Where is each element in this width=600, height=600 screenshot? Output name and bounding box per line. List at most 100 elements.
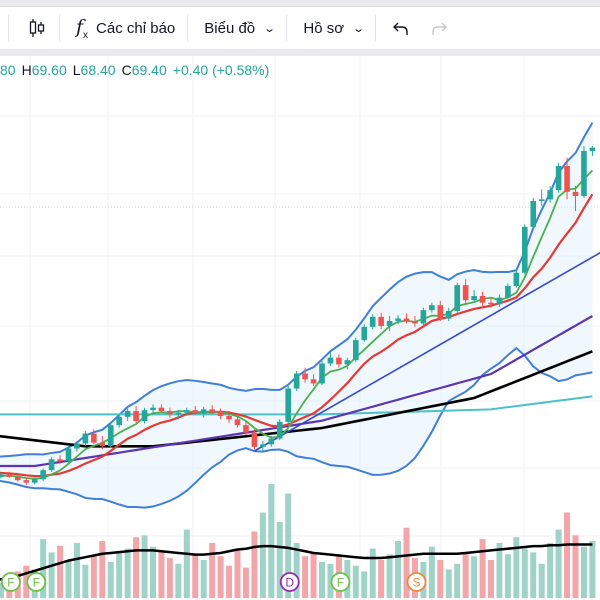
volume-bar bbox=[361, 571, 368, 598]
candle-body bbox=[488, 302, 494, 305]
chart-type-button[interactable] bbox=[9, 11, 59, 45]
volume-bar bbox=[251, 531, 258, 598]
redo-button[interactable] bbox=[422, 11, 456, 45]
volume-bar bbox=[352, 565, 359, 598]
candle-body bbox=[302, 373, 308, 380]
chevron-down-icon: ⌄ bbox=[352, 22, 366, 35]
ohlc-legend: 80 H69.60 L68.40 C69.40 +0.40 (+0.58%) bbox=[0, 62, 269, 78]
candle-body bbox=[581, 151, 587, 196]
volume-bar bbox=[73, 542, 80, 598]
candle-body bbox=[361, 326, 368, 341]
candle-body bbox=[445, 311, 452, 319]
candle-body bbox=[268, 438, 275, 445]
candle-body bbox=[555, 166, 562, 191]
volume-bar bbox=[116, 552, 123, 598]
volume-bar bbox=[293, 542, 300, 598]
candle-body bbox=[200, 409, 207, 414]
volume-bar bbox=[496, 542, 503, 598]
toolbar-divider bbox=[8, 15, 9, 41]
volume-bar bbox=[166, 558, 173, 598]
fx-icon: fx bbox=[76, 15, 89, 41]
volume-bar bbox=[504, 554, 511, 598]
indicators-button[interactable]: fx Các chỉ báo bbox=[60, 11, 187, 45]
toolbar-divider bbox=[286, 15, 288, 41]
volume-bar bbox=[310, 552, 317, 598]
candle-body bbox=[522, 226, 528, 273]
candle-body bbox=[589, 147, 596, 151]
volume-bar bbox=[234, 550, 241, 598]
event-circle bbox=[0, 572, 21, 592]
candle-body bbox=[234, 419, 241, 426]
volume-bar bbox=[90, 556, 97, 598]
volume-bar bbox=[437, 560, 444, 598]
volume-bar bbox=[209, 542, 216, 598]
event-marker-f: F bbox=[330, 572, 351, 592]
candle-body bbox=[538, 199, 545, 201]
candle-body bbox=[336, 357, 342, 365]
event-marker-f: F bbox=[26, 572, 47, 592]
candle-body bbox=[420, 310, 427, 324]
volume-bar bbox=[285, 493, 292, 598]
candle-body bbox=[243, 425, 249, 433]
bollinger-band bbox=[0, 122, 594, 509]
volume-bar bbox=[0, 582, 4, 598]
volume-bar bbox=[538, 563, 545, 598]
volume-bar bbox=[521, 548, 528, 598]
candle-body bbox=[251, 432, 258, 447]
candle-body bbox=[107, 425, 114, 446]
candle-body bbox=[462, 285, 469, 301]
event-circle bbox=[279, 572, 300, 592]
undo-button[interactable] bbox=[376, 11, 422, 45]
volume-bar bbox=[141, 535, 148, 598]
ohlc-close-value: 69.40 bbox=[131, 62, 167, 78]
grid-lines bbox=[0, 56, 600, 600]
candle-body bbox=[547, 190, 553, 200]
volume-bar bbox=[302, 556, 309, 598]
event-circle bbox=[26, 572, 47, 592]
event-label: D bbox=[285, 576, 294, 590]
candle-body bbox=[209, 409, 215, 412]
ohlc-high-label: H bbox=[21, 62, 32, 78]
candle-body bbox=[192, 410, 199, 414]
candle-body bbox=[429, 305, 435, 311]
volume-bar bbox=[268, 484, 275, 598]
event-circle bbox=[330, 572, 351, 592]
volume-bar bbox=[471, 556, 478, 598]
volume-bar bbox=[192, 554, 199, 598]
chart-menu-button[interactable]: Biểu đồ ⌄ bbox=[188, 11, 286, 45]
bollinger-lower bbox=[0, 346, 593, 509]
candle-body bbox=[116, 416, 122, 426]
volume-bar bbox=[462, 552, 469, 598]
window-top-strip bbox=[0, 0, 600, 7]
volume-bar bbox=[378, 560, 385, 598]
candle-body bbox=[310, 379, 317, 384]
volume-bar bbox=[488, 560, 494, 598]
candle-body bbox=[412, 321, 418, 324]
toolbar-divider bbox=[187, 15, 189, 41]
trendline bbox=[254, 251, 600, 452]
candle-body bbox=[15, 476, 21, 481]
volume-bar bbox=[395, 541, 402, 598]
candle-body bbox=[150, 407, 156, 411]
candle-body bbox=[403, 318, 410, 321]
candle-body bbox=[124, 411, 131, 417]
candle-body bbox=[319, 363, 325, 384]
candle-body bbox=[293, 373, 300, 389]
volume-bars bbox=[0, 484, 596, 598]
candle-body bbox=[40, 470, 46, 480]
candle-body bbox=[6, 474, 13, 477]
event-marker-f: F bbox=[0, 572, 21, 592]
candle-body bbox=[513, 272, 520, 286]
profile-menu-button[interactable]: Hồ sơ ⌄ bbox=[287, 11, 375, 45]
ohlc-low-value: 68.40 bbox=[80, 62, 116, 78]
candle-body bbox=[226, 416, 232, 420]
candle-body bbox=[353, 340, 359, 361]
ohlc-high-value: 69.60 bbox=[31, 62, 67, 78]
volume-bar bbox=[369, 548, 376, 598]
candle-body bbox=[141, 410, 148, 421]
volume-bar bbox=[319, 561, 325, 598]
event-marker-d: D bbox=[279, 572, 300, 592]
volume-bar bbox=[23, 565, 30, 598]
